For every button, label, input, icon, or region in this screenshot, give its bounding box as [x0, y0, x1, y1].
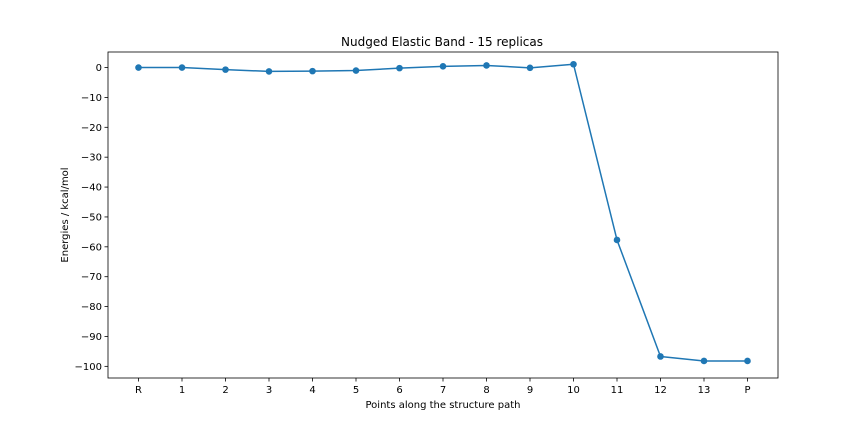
x-tick-label: 1	[179, 385, 185, 396]
chart-title: Nudged Elastic Band - 15 replicas	[341, 35, 543, 49]
data-point-13	[700, 357, 708, 365]
plot-area-frame	[107, 51, 779, 379]
data-point-11	[613, 236, 621, 244]
data-point-9	[526, 64, 534, 72]
x-axis-ticks: R 1 2 3 4 5 6 7 8 9 10 11 12 13 P	[135, 378, 751, 396]
x-axis-label: Points along the structure path	[366, 400, 521, 411]
y-tick-label: −100	[75, 362, 102, 373]
x-tick-label: 2	[222, 385, 228, 396]
x-tick-label: 3	[266, 385, 272, 396]
x-tick-label: 13	[698, 385, 711, 396]
data-point-3	[265, 68, 273, 75]
data-point-12	[657, 353, 664, 360]
x-tick-label: R	[135, 385, 142, 396]
data-point-4	[309, 67, 316, 75]
y-axis-label: Energies / kcal/mol	[60, 167, 71, 262]
data-point-1	[178, 64, 186, 71]
y-tick-label: −70	[81, 272, 102, 283]
data-point-5	[352, 67, 360, 74]
y-tick-label: −20	[81, 123, 102, 134]
x-tick-label: 9	[527, 385, 533, 396]
y-tick-label: −80	[81, 302, 102, 313]
x-tick-label: 6	[396, 385, 402, 396]
data-point-10	[570, 60, 577, 68]
x-tick-label: 11	[611, 385, 624, 396]
x-tick-label: 8	[483, 385, 489, 396]
y-tick-label: −60	[81, 242, 102, 253]
y-axis-ticks: 0 −10 −20 −30 −40 −50 −60 −70 −80 −90 −100	[75, 63, 108, 373]
x-tick-label: P	[744, 385, 750, 396]
x-tick-label: 4	[309, 385, 315, 396]
x-tick-label: 7	[440, 385, 446, 396]
y-tick-label: −10	[81, 93, 102, 104]
y-tick-label: −40	[81, 183, 102, 194]
x-tick-label: 10	[567, 385, 580, 396]
data-point-7	[439, 63, 447, 70]
data-point-2	[222, 66, 229, 73]
data-series	[135, 60, 751, 365]
data-point-8	[483, 62, 490, 69]
data-point-P	[744, 357, 751, 365]
x-tick-label: 5	[353, 385, 359, 396]
y-tick-label: 0	[96, 63, 102, 74]
y-tick-label: −50	[81, 212, 102, 223]
x-tick-label: 12	[654, 385, 667, 396]
y-tick-label: −30	[81, 153, 102, 164]
data-point-R	[135, 64, 142, 71]
y-tick-label: −90	[81, 332, 102, 343]
data-point-6	[396, 64, 403, 72]
